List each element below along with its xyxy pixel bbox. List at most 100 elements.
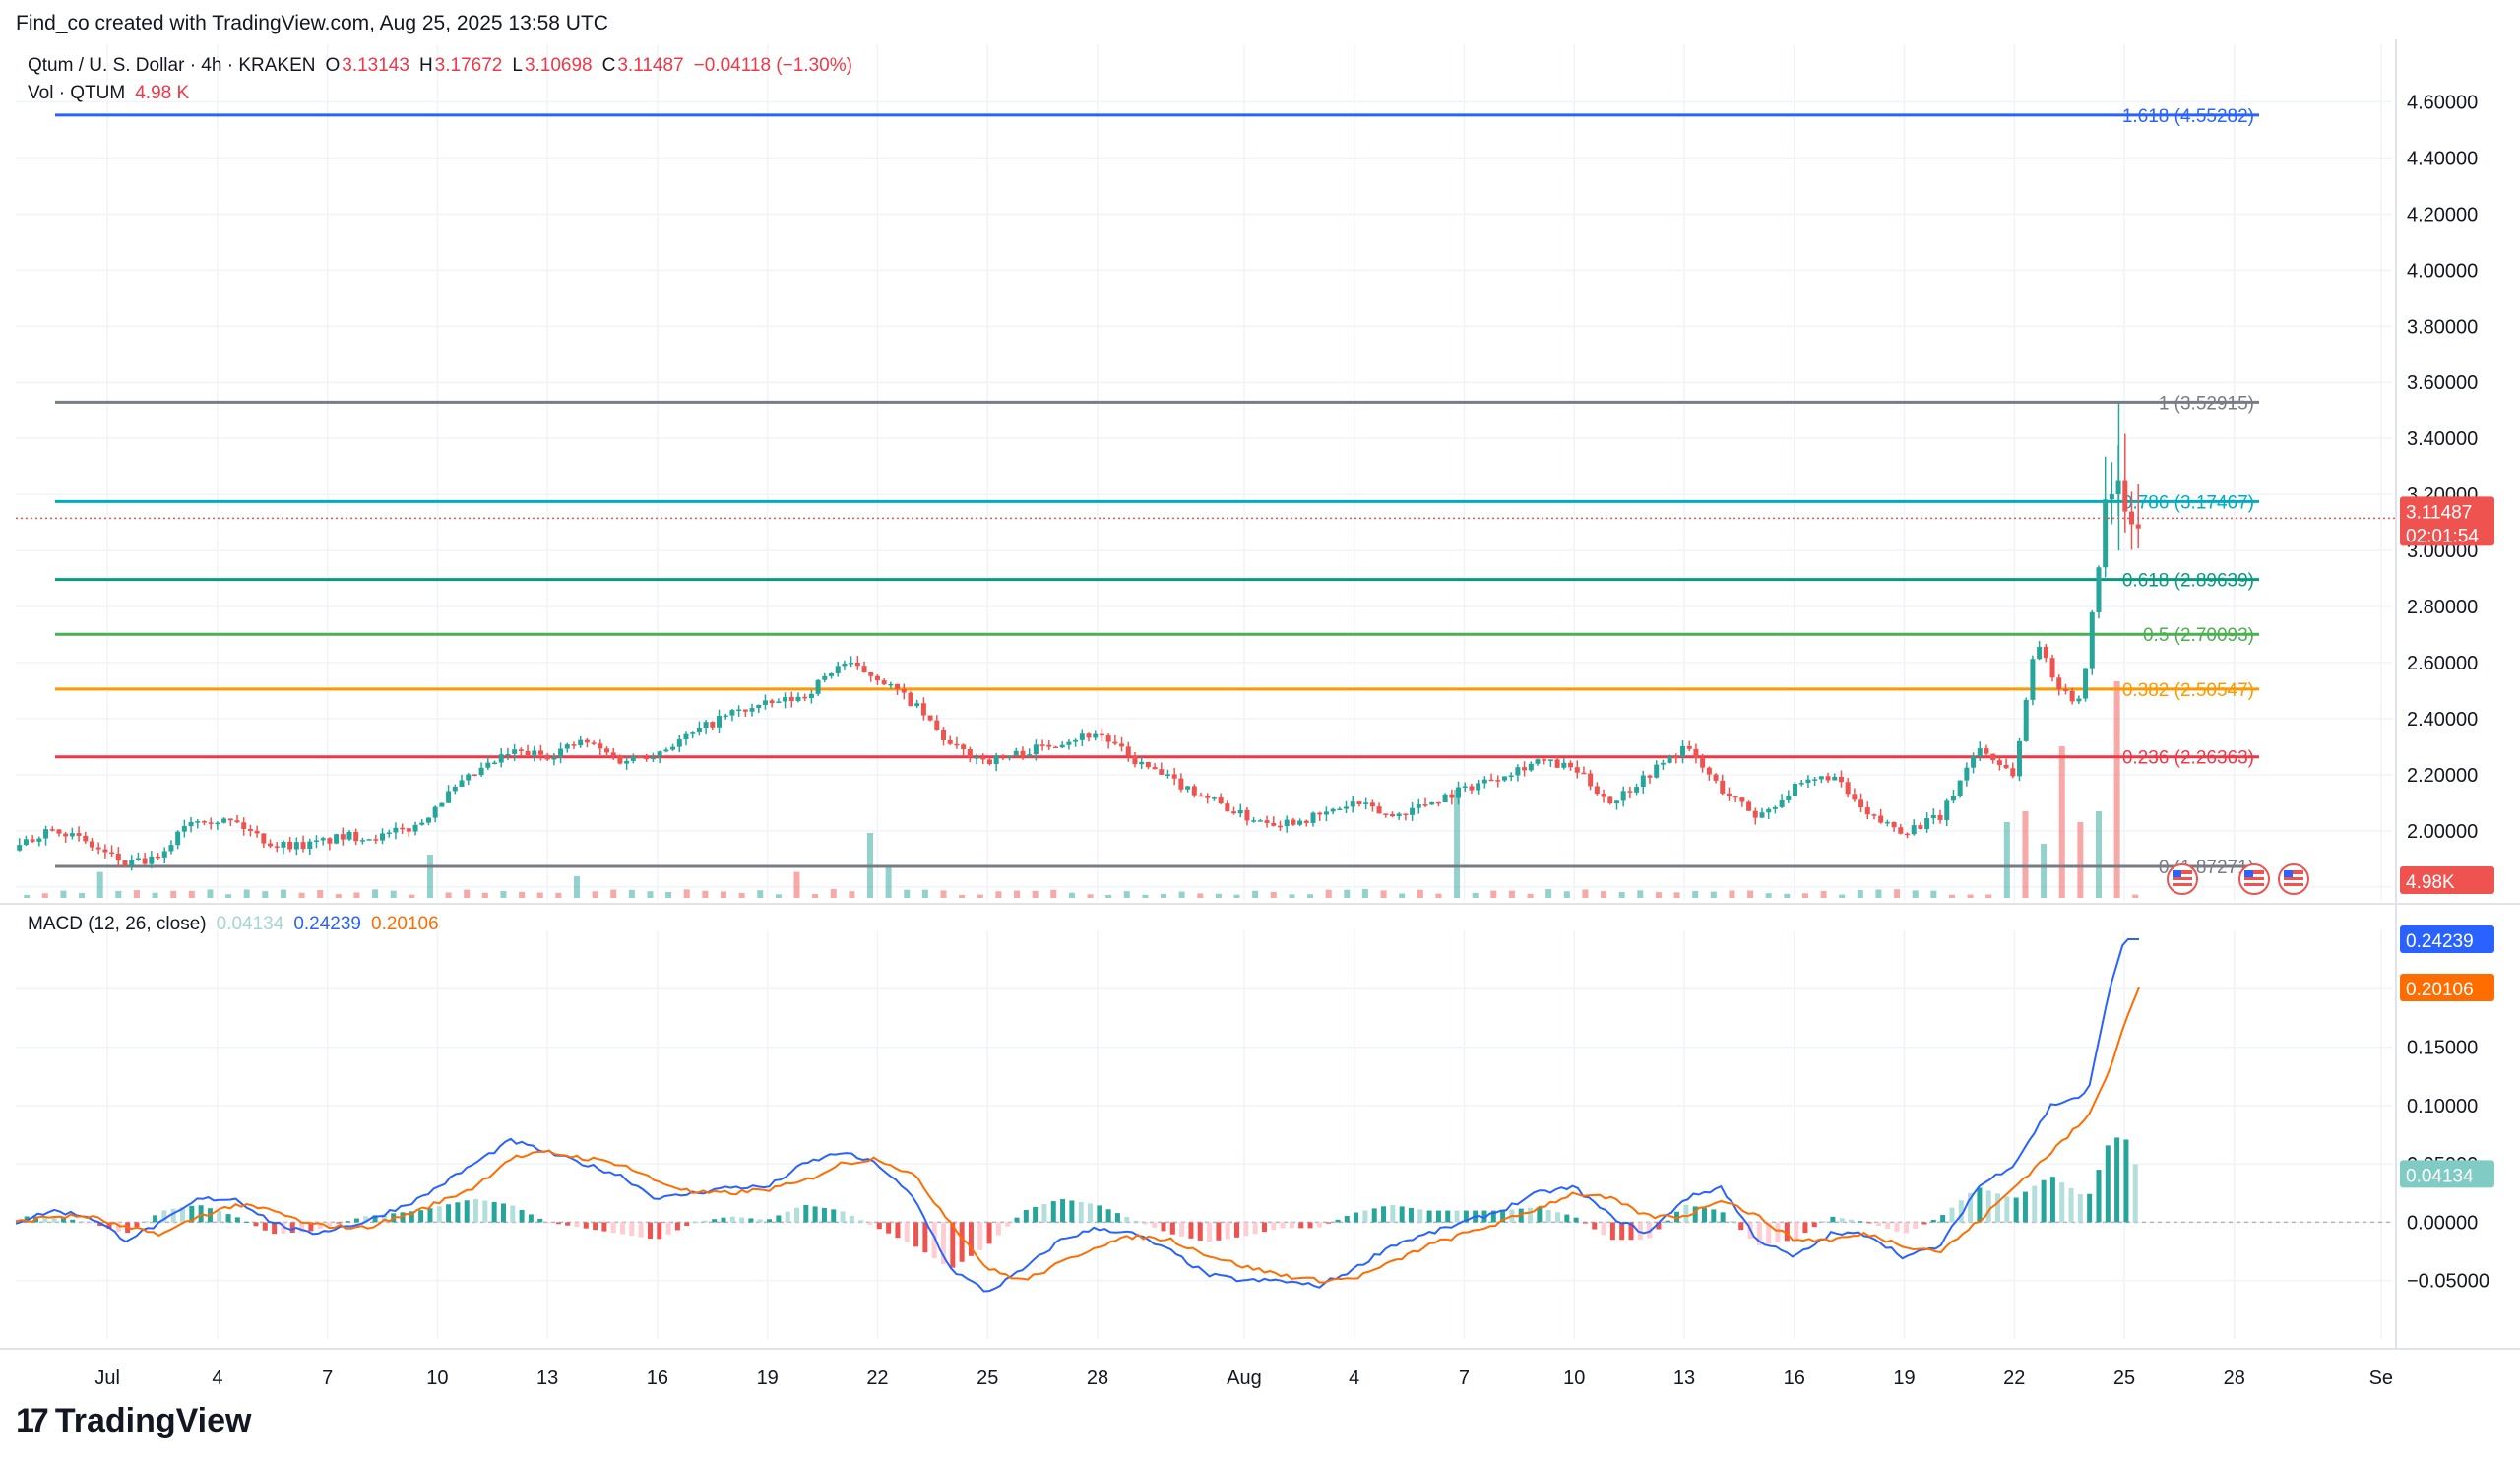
candle-body — [1957, 780, 1963, 796]
volume-bar — [1857, 890, 1863, 898]
volume-bar — [243, 889, 250, 898]
candle-body — [485, 762, 491, 768]
volume-bar — [1710, 891, 1717, 898]
macd-histogram-bar — [2077, 1193, 2083, 1223]
candle-body — [1462, 786, 1468, 788]
candle-body — [1013, 750, 1019, 756]
candle-body — [703, 722, 709, 729]
macd-histogram-bar — [1875, 1222, 1881, 1226]
candle-body — [353, 831, 359, 842]
candle-body — [676, 739, 682, 747]
time-tick-label: 25 — [976, 1368, 998, 1389]
candle-body — [188, 821, 194, 827]
volume-bar — [1215, 893, 1222, 898]
macd-histogram-bar — [2114, 1137, 2120, 1223]
candle-body — [307, 841, 313, 849]
candle-body — [63, 833, 69, 837]
fib-level-label: 0.5 (2.70093) — [2143, 625, 2254, 646]
macd-value: 0.24239 — [293, 914, 361, 934]
macd-histogram-bar — [757, 1219, 763, 1223]
macd-histogram-bar — [914, 1222, 919, 1247]
macd-histogram-bar — [1142, 1222, 1148, 1225]
volume-bar — [1490, 890, 1497, 898]
candle-body — [1944, 800, 1950, 820]
candle-body — [1732, 796, 1738, 798]
candle-body — [1099, 733, 1104, 736]
macd-histogram-bar — [1729, 1221, 1734, 1223]
volume-bar — [904, 889, 911, 898]
us-flag-icon[interactable] — [2167, 863, 2198, 895]
candle-body — [221, 818, 227, 823]
macd-histogram-bar — [1023, 1209, 1029, 1223]
us-flag-icon[interactable] — [2238, 863, 2270, 895]
volume-label[interactable]: Vol · QTUM — [28, 83, 126, 103]
candle-body — [459, 780, 465, 787]
candle-body — [1746, 801, 1752, 811]
macd-histogram-bar — [1298, 1222, 1304, 1229]
macd-histogram-bar — [1811, 1222, 1817, 1228]
candle-body — [670, 746, 676, 750]
candle-body — [1574, 767, 1580, 773]
candle-body — [788, 696, 794, 701]
fib-level-label: 0.236 (2.26363) — [2122, 748, 2254, 769]
macd-histogram-bar — [729, 1216, 735, 1223]
macd-histogram-bar — [776, 1215, 782, 1223]
macd-histogram-bar — [1702, 1207, 1708, 1223]
volume-bar — [1344, 889, 1351, 898]
candle-body — [1052, 746, 1058, 749]
macd-label[interactable]: MACD (12, 26, close) — [28, 914, 207, 934]
macd-histogram-bar — [381, 1214, 387, 1223]
macd-histogram-bar — [1849, 1219, 1855, 1223]
macd-histogram-bar — [60, 1218, 66, 1223]
candle-body — [313, 840, 319, 842]
macd-histogram-bar — [1930, 1220, 1936, 1223]
us-flag-icon[interactable] — [2278, 863, 2309, 895]
candle-body — [1337, 808, 1343, 811]
macd-histogram-bar — [491, 1201, 497, 1223]
open-value: 3.13143 — [342, 55, 410, 76]
candle-body — [802, 696, 808, 699]
macd-histogram-bar — [1711, 1209, 1717, 1223]
volume-bar — [1820, 891, 1827, 898]
macd-histogram-bar — [308, 1222, 314, 1232]
candle-body — [1356, 801, 1362, 804]
candle-body — [696, 728, 702, 732]
candle-body — [1660, 762, 1666, 765]
macd-histogram-bar — [42, 1216, 48, 1223]
candle-body — [624, 760, 630, 764]
symbol-label[interactable]: Qtum / U. S. Dollar · 4h · KRAKEN — [28, 55, 316, 76]
macd-histogram-bar — [1354, 1212, 1359, 1223]
candle-body — [1964, 767, 1970, 781]
macd-histogram-bar — [1133, 1220, 1139, 1223]
macd-histogram-bar — [812, 1206, 818, 1223]
candle-body — [1700, 758, 1706, 768]
macd-histogram-bar — [1207, 1222, 1213, 1242]
volume-bar — [1307, 894, 1314, 898]
macd-histogram-bar — [1528, 1207, 1534, 1223]
macd-histogram-bar — [931, 1222, 937, 1259]
macd-histogram-bar — [2132, 1164, 2138, 1223]
macd-histogram-bar — [1784, 1222, 1790, 1242]
macd-histogram-bar — [1344, 1216, 1350, 1223]
macd-histogram-bar — [1088, 1203, 1094, 1223]
candle-body — [83, 835, 89, 842]
macd-histogram-bar — [1985, 1190, 1991, 1223]
candle-body — [49, 829, 55, 831]
price-tick-label: 4.60000 — [2407, 92, 2478, 113]
volume-bar — [426, 855, 433, 898]
volume-bar — [1123, 891, 1130, 898]
candle-body — [2062, 688, 2068, 691]
candle-body — [439, 802, 445, 807]
macd-histogram-bar — [2013, 1197, 2019, 1223]
candle-body — [1871, 814, 1877, 816]
price-tick-label: 3.40000 — [2407, 428, 2478, 450]
tradingview-brand[interactable]: 17 TradingView — [16, 1402, 251, 1440]
volume-bar — [79, 893, 86, 898]
candle-body — [1891, 821, 1897, 828]
macd-histogram-bar — [436, 1206, 442, 1223]
candle-body — [736, 709, 742, 712]
candle-body — [795, 696, 801, 701]
candle-body — [247, 828, 253, 831]
candle-body — [1093, 733, 1099, 738]
